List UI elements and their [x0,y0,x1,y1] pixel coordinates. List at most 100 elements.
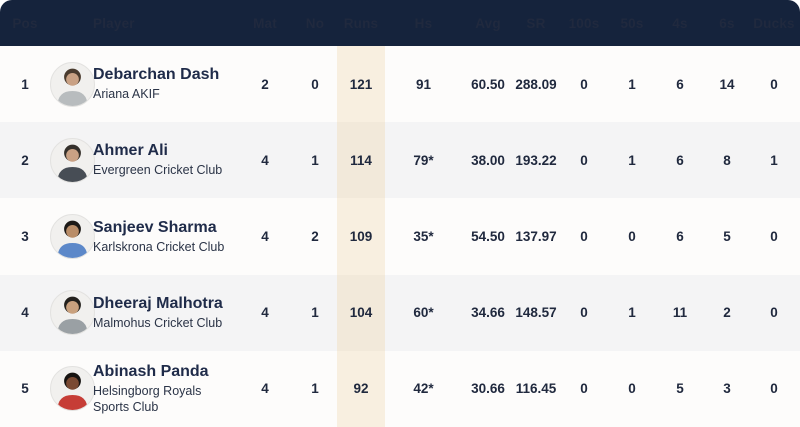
header-pos: Pos [12,15,38,31]
cell-6s: 2 [723,305,731,321]
cell-avg: 30.66 [471,381,505,397]
cell-6s: 8 [723,152,731,168]
table-row: 4 Dheeraj Malhotra Malmohus Cricket Club… [0,274,800,351]
player-cell: Debarchan Dash Ariana AKIF [93,65,237,103]
cell-hs: 60* [413,305,434,321]
player-team: Malmohus Cricket Club [93,315,223,330]
cell-100s: 0 [580,152,588,168]
cell-sr: 193.22 [515,152,557,168]
player-name: Sanjeev Sharma [93,218,217,236]
cell-mat: 4 [261,305,269,321]
cell-6s: 5 [723,229,731,244]
cell-4s: 6 [676,76,684,92]
cell-4s: 6 [676,152,684,168]
table-row: 2 Ahmer Ali Evergreen Cricket Club 4 1 1… [0,122,800,199]
cell-avg: 60.50 [471,76,505,92]
row-position: 3 [21,229,29,244]
cell-sr: 288.09 [515,76,557,92]
player-avatar [50,214,95,259]
player-avatar-cell [50,46,95,122]
cell-no: 1 [311,152,319,168]
cell-4s: 11 [672,305,688,321]
cell-100s: 0 [580,381,588,397]
header-4s: 4s [672,15,688,31]
cell-50s: 1 [628,76,636,92]
cell-runs: 109 [337,198,385,275]
header-avg: Avg [475,15,501,31]
cell-mat: 4 [261,152,269,168]
person-icon [57,144,88,182]
cell-hs: 35* [413,229,434,244]
cell-hs: 91 [415,76,432,92]
cell-mat: 4 [261,381,269,397]
person-icon [57,220,88,258]
row-position: 1 [21,76,29,92]
cell-50s: 1 [628,152,636,168]
cell-avg: 38.00 [471,152,505,168]
person-icon [57,68,88,106]
header-50s: 50s [620,15,644,31]
header-mat: Mat [253,15,277,31]
header-6s: 6s [719,15,735,31]
cell-no: 1 [311,381,319,397]
player-cell: Ahmer Ali Evergreen Cricket Club [93,141,237,179]
cell-no: 2 [311,229,319,244]
player-team: Ariana AKIF [93,87,160,102]
player-name: Debarchan Dash [93,66,220,84]
cell-sr: 148.57 [515,305,557,321]
table-header-row: Pos Player Mat No Runs Hs Avg SR 100s 50… [0,0,800,46]
row-position: 5 [21,381,29,397]
table-row: 3 Sanjeev Sharma Karlskrona Cricket Club… [0,198,800,275]
cell-no: 0 [311,76,319,92]
header-runs: Runs [343,15,379,31]
cell-avg: 34.66 [471,305,505,321]
cell-runs: 121 [337,46,385,123]
cell-mat: 2 [261,76,269,92]
header-sr: SR [526,15,546,31]
cell-ducks: 0 [770,76,778,92]
cell-mat: 4 [261,229,269,244]
player-team: Helsingborg Royals Sports Club [93,384,202,414]
player-avatar-cell [50,351,95,427]
cell-hs: 79* [413,152,434,168]
player-cell: Abinash Panda Helsingborg Royals Sports … [93,362,237,415]
cell-4s: 6 [676,229,684,244]
cell-100s: 0 [580,229,588,244]
cell-sr: 137.97 [515,229,557,244]
cell-50s: 0 [628,229,636,244]
player-team: Karlskrona Cricket Club [93,239,225,254]
cell-ducks: 0 [770,229,778,244]
person-icon [57,373,88,411]
player-cell: Dheeraj Malhotra Malmohus Cricket Club [93,294,237,332]
player-avatar [50,61,95,107]
player-avatar-cell [50,122,95,198]
table-row: 5 Abinash Panda Helsingborg Royals Sport… [0,350,800,427]
player-avatar [50,366,95,412]
cell-ducks: 0 [770,305,778,321]
cell-no: 1 [311,305,319,321]
row-position: 2 [21,152,29,168]
cell-100s: 0 [580,305,588,321]
player-avatar [50,137,95,183]
player-avatar-cell [50,198,95,274]
table-row: 1 Debarchan Dash Ariana AKIF 2 0 121 91 … [0,46,800,123]
cell-ducks: 0 [770,381,778,397]
header-no: No [305,15,325,31]
player-name: Abinash Panda [93,363,209,381]
cell-runs: 92 [337,350,385,427]
player-avatar-cell [50,275,95,351]
cell-50s: 0 [628,381,636,397]
header-100s: 100s [568,15,600,31]
player-name: Ahmer Ali [93,142,168,160]
cell-hs: 42* [413,381,434,397]
header-hs: Hs [414,15,433,31]
cell-6s: 3 [723,381,731,397]
cell-6s: 14 [719,76,735,92]
player-avatar [50,290,95,336]
cell-100s: 0 [580,76,588,92]
header-player: Player [93,15,135,31]
cell-4s: 5 [676,381,684,397]
cell-avg: 54.50 [471,229,505,244]
player-cell: Sanjeev Sharma Karlskrona Cricket Club [93,218,237,256]
